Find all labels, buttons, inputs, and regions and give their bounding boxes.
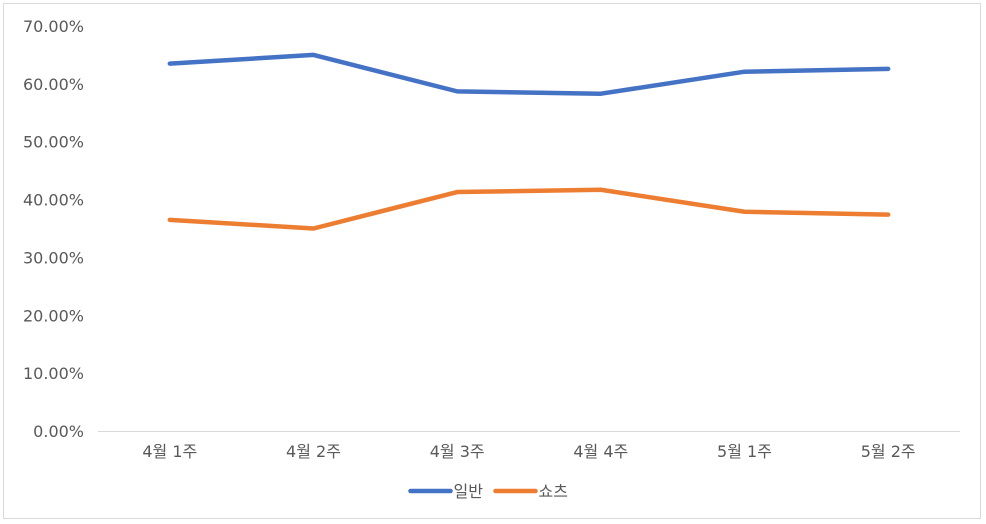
chart-frame bbox=[3, 3, 981, 519]
y-tick-label: 30.00% bbox=[23, 248, 84, 267]
x-tick-label: 4월 3주 bbox=[430, 442, 485, 461]
x-axis-tick-labels: 4월 1주 4월 2주 4월 3주 4월 4주 5월 1주 5월 2주 bbox=[142, 442, 915, 461]
y-tick-label: 40.00% bbox=[23, 191, 84, 210]
x-tick-label: 4월 2주 bbox=[286, 442, 341, 461]
legend-label: 일반 bbox=[454, 482, 484, 501]
series-line-2 bbox=[167, 187, 891, 231]
y-axis-tick-labels: 0.00% 10.00% 20.00% 30.00% 40.00% 50.00% 60.00… bbox=[23, 17, 84, 441]
x-tick-label: 5월 2주 bbox=[861, 442, 916, 461]
x-tick-label: 5월 1주 bbox=[717, 442, 772, 461]
legend: 일반 쇼츠 bbox=[408, 482, 568, 501]
y-tick-label: 10.00% bbox=[23, 364, 84, 383]
series-line-1 bbox=[167, 52, 891, 96]
x-tick-label: 4월 1주 bbox=[142, 442, 197, 461]
y-tick-label: 50.00% bbox=[23, 133, 84, 152]
legend-label: 쇼츠 bbox=[539, 482, 568, 501]
series-lines bbox=[167, 52, 891, 231]
x-tick-label: 4월 4주 bbox=[573, 442, 628, 461]
y-tick-label: 20.00% bbox=[23, 306, 84, 325]
y-tick-label: 0.00% bbox=[33, 422, 84, 441]
y-tick-label: 70.00% bbox=[23, 17, 84, 36]
y-tick-label: 60.00% bbox=[23, 75, 84, 94]
